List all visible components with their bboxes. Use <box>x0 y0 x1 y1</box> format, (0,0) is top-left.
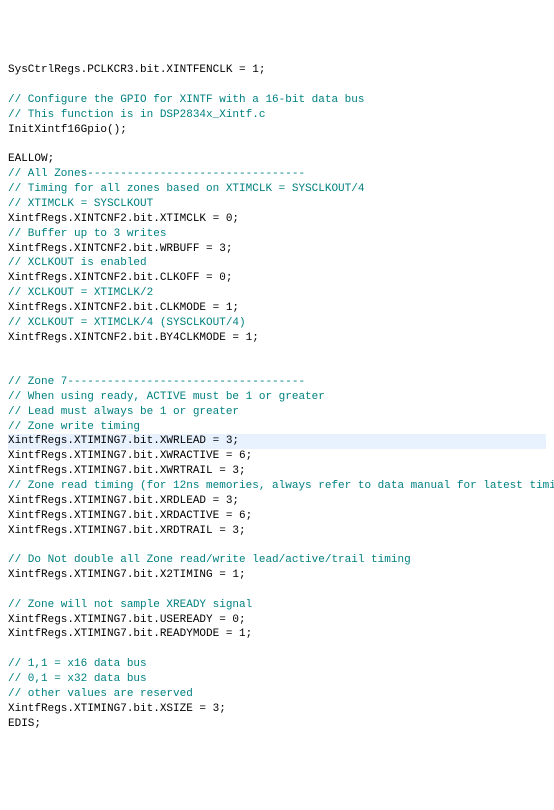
comment-text: // XCLKOUT = XTIMCLK/4 (SYSCLKOUT/4) <box>8 317 246 329</box>
code-text: XintfRegs.XTIMING7.bit.READYMODE = 1; <box>8 628 252 640</box>
code-line <box>8 138 546 153</box>
code-text: XintfRegs.XINTCNF2.bit.CLKOFF = 0; <box>8 272 232 284</box>
comment-text: // This function is in DSP2834x_Xintf.c <box>8 109 265 121</box>
code-line: XintfRegs.XINTCNF2.bit.BY4CLKMODE = 1; <box>8 331 546 346</box>
code-block: SysCtrlRegs.PCLKCR3.bit.XINTFENCLK = 1; … <box>8 63 546 731</box>
code-line <box>8 583 546 598</box>
comment-text: // Configure the GPIO for XINTF with a 1… <box>8 94 364 106</box>
code-line: XintfRegs.XTIMING7.bit.READYMODE = 1; <box>8 627 546 642</box>
code-line <box>8 78 546 93</box>
code-line: XintfRegs.XTIMING7.bit.USEREADY = 0; <box>8 613 546 628</box>
code-line: // When using ready, ACTIVE must be 1 or… <box>8 390 546 405</box>
code-line <box>8 345 546 360</box>
code-text: XintfRegs.XTIMING7.bit.X2TIMING = 1; <box>8 569 246 581</box>
code-text: InitXintf16Gpio(); <box>8 124 127 136</box>
code-line: // 1,1 = x16 data bus <box>8 657 546 672</box>
comment-text: // Zone will not sample XREADY signal <box>8 599 252 611</box>
code-text: XintfRegs.XTIMING7.bit.USEREADY = 0; <box>8 614 246 626</box>
code-line: // Zone write timing <box>8 420 546 435</box>
code-text: XintfRegs.XTIMING7.bit.XRDTRAIL = 3; <box>8 525 246 537</box>
code-line: XintfRegs.XTIMING7.bit.XRDACTIVE = 6; <box>8 509 546 524</box>
code-text <box>8 539 15 551</box>
comment-text: // XTIMCLK = SYSCLKOUT <box>8 198 153 210</box>
code-line: // Zone read timing (for 12ns memories, … <box>8 479 546 494</box>
code-line: // Lead must always be 1 or greater <box>8 405 546 420</box>
code-line: XintfRegs.XINTCNF2.bit.CLKMODE = 1; <box>8 301 546 316</box>
comment-text: // Zone 7-------------------------------… <box>8 376 305 388</box>
code-text <box>8 139 15 151</box>
comment-text: // Buffer up to 3 writes <box>8 228 166 240</box>
code-line: // This function is in DSP2834x_Xintf.c <box>8 108 546 123</box>
code-line: XintfRegs.XTIMING7.bit.XWRLEAD = 3; <box>8 434 546 449</box>
code-text: XintfRegs.XINTCNF2.bit.XTIMCLK = 0; <box>8 213 239 225</box>
code-line: // Configure the GPIO for XINTF with a 1… <box>8 93 546 108</box>
code-line <box>8 642 546 657</box>
code-line: // Buffer up to 3 writes <box>8 227 546 242</box>
code-text <box>8 79 15 91</box>
code-text <box>8 643 15 655</box>
comment-text: // Zone write timing <box>8 421 140 433</box>
code-line: InitXintf16Gpio(); <box>8 123 546 138</box>
code-text <box>8 584 15 596</box>
comment-text: // 1,1 = x16 data bus <box>8 658 147 670</box>
code-text: XintfRegs.XINTCNF2.bit.WRBUFF = 3; <box>8 243 232 255</box>
code-line: // Zone will not sample XREADY signal <box>8 598 546 613</box>
code-line: XintfRegs.XINTCNF2.bit.CLKOFF = 0; <box>8 271 546 286</box>
code-text: XintfRegs.XTIMING7.bit.XWRLEAD = 3; <box>8 435 239 447</box>
comment-text: // XCLKOUT is enabled <box>8 257 147 269</box>
code-line: XintfRegs.XTIMING7.bit.XWRACTIVE = 6; <box>8 449 546 464</box>
code-text: XintfRegs.XTIMING7.bit.XRDACTIVE = 6; <box>8 510 252 522</box>
code-line: XintfRegs.XINTCNF2.bit.WRBUFF = 3; <box>8 242 546 257</box>
code-text: EALLOW; <box>8 153 54 165</box>
comment-text: // Do Not double all Zone read/write lea… <box>8 554 411 566</box>
code-line: XintfRegs.XINTCNF2.bit.XTIMCLK = 0; <box>8 212 546 227</box>
code-line: // XCLKOUT = XTIMCLK/2 <box>8 286 546 301</box>
code-line <box>8 360 546 375</box>
comment-text: // 0,1 = x32 data bus <box>8 673 147 685</box>
comment-text: // When using ready, ACTIVE must be 1 or… <box>8 391 325 403</box>
code-text: XintfRegs.XTIMING7.bit.XSIZE = 3; <box>8 703 226 715</box>
code-line: XintfRegs.XTIMING7.bit.XRDTRAIL = 3; <box>8 524 546 539</box>
comment-text: // other values are reserved <box>8 688 193 700</box>
code-line: XintfRegs.XTIMING7.bit.XSIZE = 3; <box>8 702 546 717</box>
code-line: XintfRegs.XTIMING7.bit.X2TIMING = 1; <box>8 568 546 583</box>
code-line: // Do Not double all Zone read/write lea… <box>8 553 546 568</box>
code-line: SysCtrlRegs.PCLKCR3.bit.XINTFENCLK = 1; <box>8 63 546 78</box>
comment-text: // Timing for all zones based on XTIMCLK… <box>8 183 364 195</box>
code-text: SysCtrlRegs.PCLKCR3.bit.XINTFENCLK = 1; <box>8 64 265 76</box>
comment-text: // Zone read timing (for 12ns memories, … <box>8 480 554 492</box>
code-text: XintfRegs.XINTCNF2.bit.BY4CLKMODE = 1; <box>8 332 259 344</box>
comment-text: // Lead must always be 1 or greater <box>8 406 239 418</box>
code-line: XintfRegs.XTIMING7.bit.XWRTRAIL = 3; <box>8 464 546 479</box>
comment-text: // All Zones----------------------------… <box>8 168 305 180</box>
code-line: // Timing for all zones based on XTIMCLK… <box>8 182 546 197</box>
code-line: // other values are reserved <box>8 687 546 702</box>
code-text: XintfRegs.XTIMING7.bit.XRDLEAD = 3; <box>8 495 239 507</box>
code-line: // XCLKOUT = XTIMCLK/4 (SYSCLKOUT/4) <box>8 316 546 331</box>
code-text: XintfRegs.XTIMING7.bit.XWRACTIVE = 6; <box>8 450 252 462</box>
code-text: XintfRegs.XINTCNF2.bit.CLKMODE = 1; <box>8 302 239 314</box>
code-line: EDIS; <box>8 717 546 732</box>
code-line: EALLOW; <box>8 152 546 167</box>
code-line: // 0,1 = x32 data bus <box>8 672 546 687</box>
code-text <box>8 361 15 373</box>
comment-text: // XCLKOUT = XTIMCLK/2 <box>8 287 153 299</box>
code-line <box>8 538 546 553</box>
code-text <box>8 346 15 358</box>
code-line: // Zone 7-------------------------------… <box>8 375 546 390</box>
code-line: // XCLKOUT is enabled <box>8 256 546 271</box>
code-line: XintfRegs.XTIMING7.bit.XRDLEAD = 3; <box>8 494 546 509</box>
code-line: // XTIMCLK = SYSCLKOUT <box>8 197 546 212</box>
code-line: // All Zones----------------------------… <box>8 167 546 182</box>
code-text: EDIS; <box>8 718 41 730</box>
code-text: XintfRegs.XTIMING7.bit.XWRTRAIL = 3; <box>8 465 246 477</box>
